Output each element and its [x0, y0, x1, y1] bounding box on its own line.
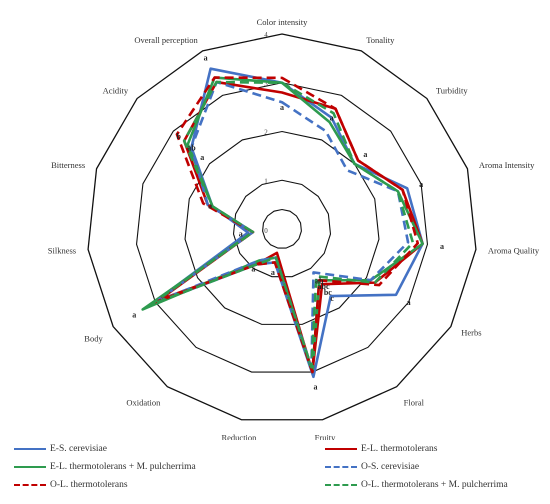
axis-label: Turbidity [436, 85, 469, 95]
legend-label: O-S. cerevisiae [361, 462, 420, 472]
significance-label: a [330, 114, 334, 123]
axis-label: Fruity [315, 432, 337, 440]
significance-label: a [251, 264, 255, 273]
significance-label: a [419, 180, 423, 189]
significance-label: a [132, 310, 136, 319]
significance-label: a [239, 229, 243, 238]
tick-label: 2 [264, 129, 268, 137]
axis-label: Aroma Intensity [479, 160, 535, 170]
axis-label: Silkness [48, 246, 76, 256]
legend-swatch [14, 484, 46, 486]
legend-label: E-L. thermotolerans + M. pulcherrima [50, 462, 196, 472]
grid-ring-0 [262, 208, 302, 249]
series-line [149, 67, 424, 379]
tick-label: 1 [264, 177, 268, 185]
legend-swatch [325, 448, 357, 450]
axis-label: Body [84, 334, 103, 344]
axis-label: Reduction [221, 432, 257, 440]
series-line [149, 80, 415, 369]
axis-label: Tonality [366, 35, 395, 45]
significance-label: bc [324, 288, 332, 297]
tick-label: 3 [264, 80, 268, 88]
radar-grid [87, 33, 477, 421]
significance-label: a [440, 242, 444, 251]
tick-label: 0 [264, 227, 268, 235]
significance-label: b [177, 132, 182, 141]
significance-label: a [200, 153, 204, 162]
significance-label: a [313, 382, 317, 391]
series-lines [141, 67, 424, 379]
grid-ring-4 [87, 33, 477, 421]
series-line [154, 76, 420, 374]
legend-item: O-L. thermotolerans [14, 480, 128, 490]
significance-label: c [330, 294, 334, 303]
significance-label: a [407, 298, 411, 307]
axis-label: Herbs [461, 328, 481, 338]
axis-label: Bitterness [51, 160, 85, 170]
significance-label: ab [315, 276, 324, 285]
chart-legend: E-S. cerevisiae E-L. thermotolerans E-L. t… [0, 444, 550, 504]
significance-label: a [363, 150, 367, 159]
tick-label: 4 [264, 31, 268, 39]
significance-label: a [271, 268, 275, 277]
legend-item: O-S. cerevisiae [325, 462, 419, 472]
axis-label: Overall perception [134, 35, 198, 45]
legend-item: E-L. thermotolerans + M. pulcherrima [14, 462, 196, 472]
legend-label: E-S. cerevisiae [50, 444, 107, 454]
legend-item: E-L. thermotolerans [325, 444, 438, 454]
significance-label: a [208, 202, 212, 211]
legend-label: O-L. thermotolerans [50, 480, 128, 490]
axis-labels: Color intensity Tonality Turbidity Aroma In… [48, 17, 540, 440]
significance-label: abc [318, 282, 330, 291]
radial-tick-labels: 0 1 2 3 4 [264, 31, 268, 235]
legend-swatch [325, 484, 357, 486]
legend-label: E-L. thermotolerans [361, 444, 438, 454]
legend-item: E-S. cerevisiae [14, 444, 107, 454]
significance-label: a [204, 54, 208, 63]
radar-chart: Color intensity Tonality Turbidity Aroma In… [48, 17, 540, 440]
legend-swatch [14, 448, 46, 450]
legend-swatch [14, 466, 46, 468]
axis-label: Color intensity [257, 17, 309, 27]
axis-label: Floral [404, 397, 425, 407]
significance-label: a [280, 103, 284, 112]
axis-label: Acidity [103, 85, 129, 95]
grid-ring-3 [135, 82, 429, 373]
axis-label: Oxidation [126, 397, 161, 407]
significance-label: ab [187, 143, 196, 152]
legend-item: O-L. thermotolerans + M. pulcherrima [325, 480, 508, 490]
legend-swatch [325, 466, 357, 468]
axis-label: Aroma Quality [488, 246, 540, 256]
legend-label: O-L. thermotolerans + M. pulcherrima [361, 480, 508, 490]
